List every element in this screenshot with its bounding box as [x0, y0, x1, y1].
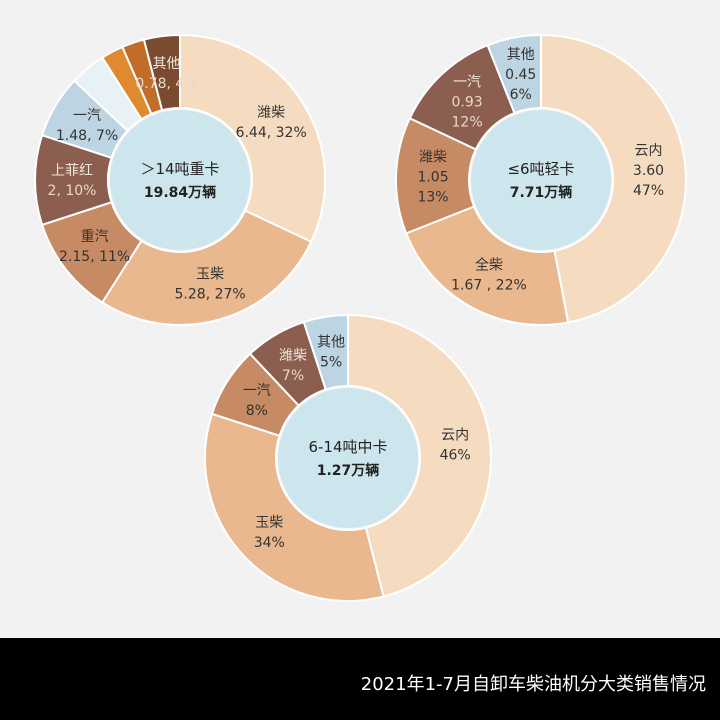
slice-label: 0.93: [451, 94, 482, 110]
donut-slice: [100, 209, 313, 326]
donut-charts: 潍柴 6.44, 32% 玉柴 5.28, 27% 重汽 2.15, 11% 上菲红 2, 1…: [34, 33, 687, 602]
donut-slice: [404, 205, 570, 326]
slice-label: 一汽: [243, 383, 271, 399]
slice-label: 5.28, 27%: [175, 287, 246, 303]
center-title: ≤6吨轻卡: [507, 160, 574, 178]
slice-label: 3.60: [633, 163, 664, 179]
slice-label: 云内: [635, 143, 663, 159]
slice-label: 玉柴: [196, 267, 224, 283]
slice-label: 云内: [441, 427, 469, 443]
slice-label: 玉柴: [255, 515, 283, 531]
slice-label: 46%: [440, 447, 471, 463]
slice-label: 一汽: [73, 108, 101, 124]
donut-slice: [142, 33, 181, 112]
slice-label: 重汽: [81, 229, 109, 245]
slice-label: 5%: [320, 354, 342, 370]
slice-label: 潍柴: [419, 150, 447, 166]
center-total: 7.71万辆: [510, 184, 573, 201]
donut-chart-3: 云内 46% 玉柴 34% 一汽 8% 潍柴 7% 其他 5% 6-14吨中卡 1.27万辆: [204, 313, 492, 602]
slice-label: 8%: [246, 403, 268, 419]
center-title: ＞14吨重卡: [140, 160, 219, 178]
donut-center: [110, 110, 250, 250]
donut-slice: [347, 313, 492, 598]
slice-label: 潍柴: [279, 348, 307, 364]
donut-slice: [302, 313, 349, 391]
center-total: 19.84万辆: [144, 184, 216, 201]
slice-label: 6%: [510, 87, 532, 103]
slice-label: 12%: [452, 114, 483, 130]
slice-label: 1.48, 7%: [56, 128, 118, 144]
slice-label: 6.44, 32%: [236, 125, 307, 141]
center-title: 6-14吨中卡: [308, 438, 387, 456]
slice-label: 2, 10%: [48, 183, 97, 199]
slice-label: 1.67 , 22%: [451, 278, 527, 294]
donut-chart-2: 云内 3.60 47% 全柴 1.67 , 22% 潍柴 1.05 13% 一汽 0.93 12% 其…: [395, 33, 687, 326]
donut-slice: [486, 33, 542, 115]
center-total: 1.27万辆: [317, 462, 380, 479]
slice-label: 2.15, 11%: [59, 249, 130, 265]
donut-slice: [540, 33, 687, 324]
slice-label: 其他: [317, 334, 345, 350]
slice-label: 13%: [417, 190, 448, 206]
donut-slice: [204, 412, 385, 602]
slice-label: 47%: [633, 183, 664, 199]
donut-slice: [179, 33, 326, 244]
slice-label: 上菲红: [51, 163, 93, 179]
slice-label: 一汽: [453, 74, 481, 90]
slice-label: 潍柴: [257, 105, 285, 121]
slice-label: 其他: [507, 47, 535, 63]
donut-center: [471, 110, 611, 250]
slice-label: 0.45: [505, 67, 536, 83]
footer-bar: 2021年1-7月自卸车柴油机分大类销售情况: [0, 638, 720, 720]
slice-label: 1.05: [417, 170, 448, 186]
slice-label: 7%: [282, 368, 304, 384]
donut-center: [278, 388, 418, 528]
slice-label: 其他: [152, 56, 180, 72]
slice-label: 0.78, 4%: [135, 76, 197, 92]
footer-title: 2021年1-7月自卸车柴油机分大类销售情况: [360, 674, 706, 695]
donut-chart-1: 潍柴 6.44, 32% 玉柴 5.28, 27% 重汽 2.15, 11% 上菲红 2, 1…: [34, 33, 326, 326]
slice-label: 全柴: [475, 257, 503, 274]
slice-label: 34%: [254, 535, 285, 551]
